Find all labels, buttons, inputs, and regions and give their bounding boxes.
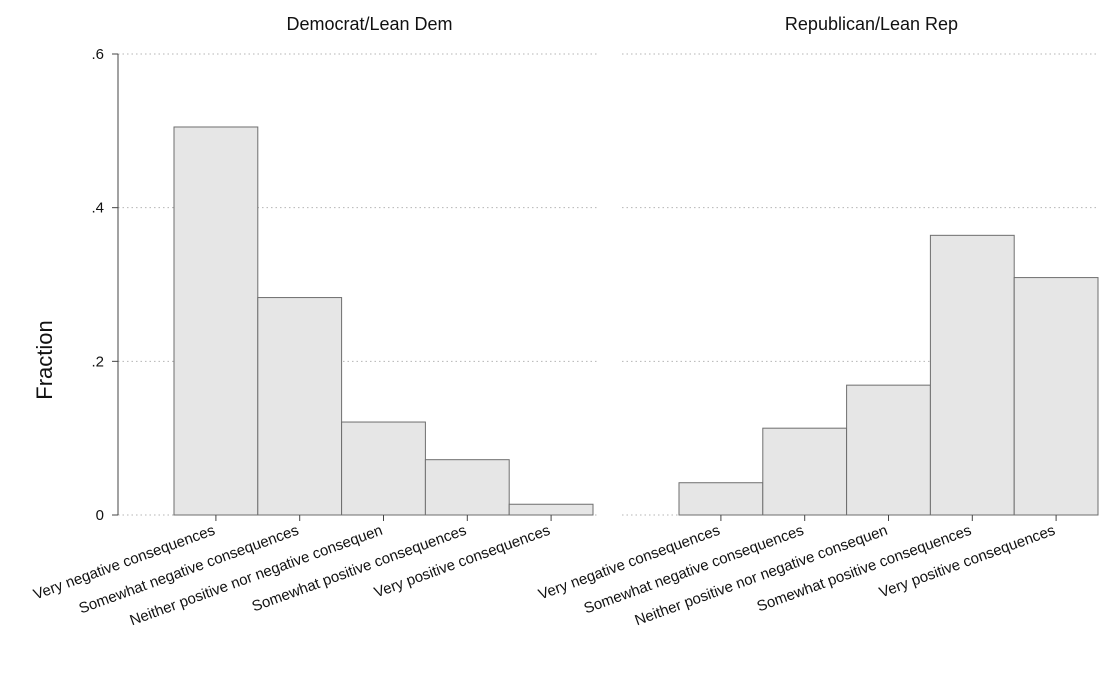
y-tick-label: 0 <box>96 507 104 524</box>
y-tick-label: .4 <box>91 200 104 217</box>
bar <box>424 459 510 516</box>
y-axis-title: Fraction <box>32 320 57 399</box>
bar <box>678 482 764 516</box>
y-tick-label: .6 <box>91 46 104 63</box>
bar <box>846 384 931 516</box>
bar <box>341 421 426 516</box>
bar <box>1013 277 1099 516</box>
panel-title: Republican/Lean Rep <box>785 14 958 34</box>
panel-title: Democrat/Lean Dem <box>286 14 452 34</box>
y-tick-label: .2 <box>91 353 104 370</box>
bar <box>929 234 1015 516</box>
bar <box>762 427 848 516</box>
bar <box>508 503 594 516</box>
bar <box>257 297 343 516</box>
bar <box>173 126 259 516</box>
